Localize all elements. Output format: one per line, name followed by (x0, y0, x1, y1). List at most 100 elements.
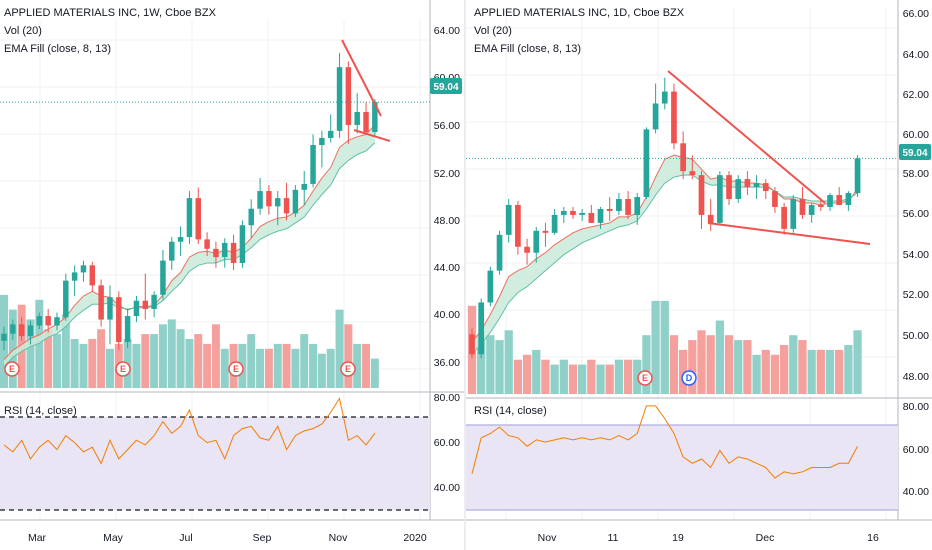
volume-bar (550, 364, 559, 394)
daily-chart-panes (466, 0, 932, 521)
candle (643, 127, 650, 200)
weekly-earnings-markers[interactable]: E E E E (4, 361, 356, 377)
volume-bar (807, 349, 816, 394)
candle (45, 308, 51, 333)
volume-bar (623, 359, 633, 394)
svg-text:E: E (120, 364, 126, 374)
candle (142, 273, 149, 320)
volume-bar (688, 340, 697, 394)
daily-time-axis[interactable]: Nov 11 19 Dec 16 (538, 532, 879, 544)
candle (27, 320, 34, 345)
volume-bar (853, 330, 862, 394)
volume-bar (326, 348, 335, 388)
volume-bar (167, 319, 176, 388)
earnings-marker[interactable]: E (4, 361, 20, 377)
volume-bar (335, 309, 344, 388)
candle (707, 199, 714, 231)
candle (735, 175, 742, 203)
volume-bar (273, 343, 282, 388)
volume-bar (761, 349, 770, 394)
daily-price-tick: 56.00 (903, 208, 929, 220)
candle (363, 102, 369, 135)
weekly-price-tick: 52.00 (434, 168, 460, 180)
weekly-rsi-tick: 80.00 (434, 392, 460, 404)
volume-bar (660, 300, 669, 394)
candle (169, 237, 175, 271)
candle (854, 155, 861, 198)
candle (606, 197, 613, 221)
volume-bar (309, 343, 318, 388)
candle (717, 171, 723, 225)
volume-bar (513, 359, 523, 394)
volume-bar (353, 343, 362, 388)
volume-bar (642, 335, 651, 394)
candle (151, 291, 157, 318)
earnings-marker[interactable]: E (228, 361, 244, 377)
weekly-time-tick: May (103, 532, 124, 544)
weekly-price-axis[interactable]: 64.00 60.00 56.00 52.00 48.00 44.00 40.0… (434, 25, 460, 369)
candle (186, 191, 193, 245)
candle (505, 199, 512, 243)
daily-price-tick: 58.00 (903, 168, 929, 180)
candle (845, 191, 852, 211)
candle (266, 185, 272, 215)
candle (496, 230, 503, 275)
volume-bar (291, 348, 300, 388)
volume-bar (203, 343, 212, 388)
daily-rsi-axis[interactable]: 80.00 60.00 40.00 (903, 401, 929, 498)
candle (336, 53, 343, 138)
volume-bar (697, 330, 706, 394)
upper-trendline (667, 70, 826, 204)
volume-bar (789, 335, 798, 394)
earnings-marker[interactable]: E (115, 361, 131, 377)
volume-bar (53, 334, 61, 388)
volume-bar (300, 334, 309, 388)
svg-text:59.04: 59.04 (902, 148, 927, 159)
candle (661, 77, 668, 110)
volume-bar (706, 335, 715, 394)
earnings-marker[interactable]: E (637, 370, 653, 386)
rsi-band (0, 417, 430, 510)
volume-bar (633, 359, 642, 394)
volume-bar (44, 329, 53, 388)
weekly-volume-label: Vol (20) (4, 25, 42, 37)
daily-ema-label: EMA Fill (close, 8, 13) (474, 43, 581, 55)
candle (18, 317, 25, 341)
volume-bar (844, 345, 853, 394)
earnings-marker[interactable]: E (340, 361, 356, 377)
candle (781, 202, 787, 235)
svg-text:E: E (345, 364, 351, 374)
ema-fill-area (472, 155, 858, 355)
candle (790, 195, 797, 233)
weekly-price-tick: 48.00 (434, 215, 460, 227)
volume-bar (486, 335, 495, 394)
candle (744, 171, 751, 196)
daily-chart-title: APPLIED MATERIALS INC, 1D, Cboe BZX (474, 7, 685, 19)
candle (80, 260, 87, 282)
weekly-last-price-label: 59.04 (430, 78, 462, 94)
daily-chart[interactable]: APPLIED MATERIALS INC, 1D, Cboe BZX Vol … (466, 0, 932, 544)
candle (817, 199, 824, 211)
candle (354, 93, 360, 134)
volume-bar (150, 334, 159, 388)
volume-bar (715, 320, 724, 394)
volume-bar (522, 354, 532, 394)
dividend-marker[interactable]: D (681, 370, 697, 386)
weekly-time-axis[interactable]: Mar May Jul Sep Nov 2020 (28, 532, 427, 544)
weekly-chart[interactable]: APPLIED MATERIALS INC, 1W, Cboe BZX Vol … (0, 0, 464, 544)
daily-time-tick: 19 (672, 532, 684, 544)
candle (310, 134, 316, 188)
candle (292, 185, 299, 217)
volume-bar (679, 349, 688, 394)
volume-bar (825, 349, 835, 394)
weekly-rsi-axis[interactable]: 80.00 60.00 40.00 (434, 392, 460, 494)
daily-price-axis[interactable]: 66.00 64.00 62.00 60.00 58.00 56.00 54.0… (903, 8, 929, 383)
volume-bar (614, 359, 624, 394)
candle (652, 83, 659, 134)
weekly-price-tick: 44.00 (434, 262, 460, 274)
candle (98, 279, 104, 327)
daily-event-markers[interactable]: E D (637, 370, 697, 386)
candle (160, 250, 166, 300)
candle (542, 222, 549, 247)
rsi-band (466, 425, 898, 510)
